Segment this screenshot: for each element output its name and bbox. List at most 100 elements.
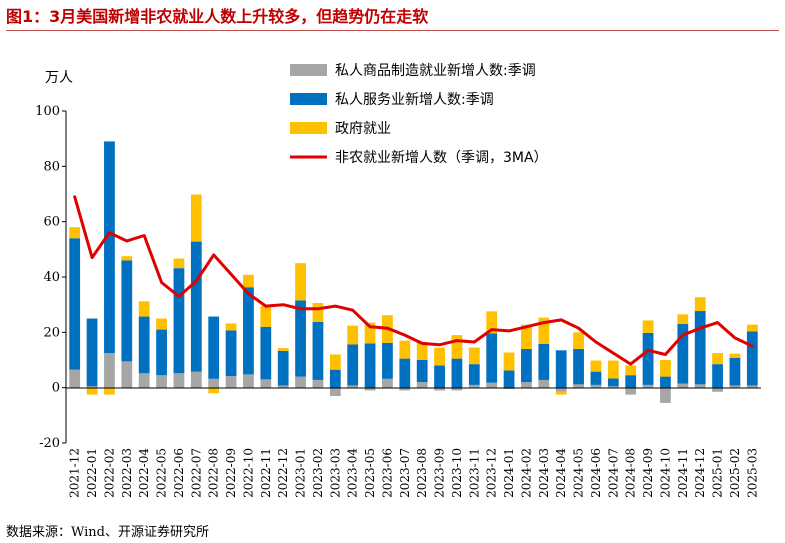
- x-tick-label: 2024-06: [589, 448, 603, 498]
- bar-series0-2023-02: [312, 379, 324, 388]
- bar-series2-2024-03: [538, 317, 550, 344]
- bar-series1-2024-07: [607, 378, 619, 387]
- x-tick-label: 2022-03: [120, 448, 134, 498]
- x-tick-label: 2023-01: [294, 448, 308, 498]
- bar-series2-2022-12: [277, 348, 289, 351]
- bar-series1-2023-08: [416, 360, 428, 383]
- bar-series2-2022-02: [104, 387, 115, 395]
- bar-series0-2024-11: [677, 383, 689, 388]
- bar-series0-2023-06: [382, 378, 393, 388]
- bar-series0-2023-04: [347, 385, 359, 388]
- x-tick-label: 2024-08: [624, 448, 638, 498]
- bar-series0-2025-01: [712, 387, 723, 392]
- bar-series0-2022-07: [190, 371, 202, 388]
- y-tick-label: 60: [43, 215, 60, 230]
- data-source: 数据来源：Wind、开源证券研究所: [6, 525, 209, 540]
- x-tick-label: 2023-07: [398, 448, 412, 498]
- bar-series0-2023-09: [434, 387, 445, 391]
- y-tick-label: 100: [35, 104, 60, 119]
- bar-series2-2023-08: [416, 342, 428, 360]
- bar-series1-2022-05: [156, 329, 167, 376]
- title-divider: [6, 30, 779, 31]
- bar-series1-2022-06: [173, 268, 185, 374]
- bar-series1-2024-10: [660, 376, 671, 388]
- bar-series2-2024-08: [625, 365, 637, 376]
- bar-series1-2022-01: [86, 318, 98, 387]
- bar-series1-2024-05: [573, 348, 584, 385]
- bar-series2-2024-11: [677, 314, 689, 325]
- bar-series1-2024-06: [590, 371, 602, 385]
- bar-series1-2022-11: [260, 326, 272, 380]
- bar-series0-2022-10: [243, 374, 254, 388]
- bar-series2-2024-02: [521, 324, 532, 349]
- x-tick-label: 2022-08: [207, 448, 221, 498]
- bar-series0-2024-04: [555, 387, 567, 392]
- bar-series0-2022-05: [156, 375, 167, 388]
- bar-series0-2024-06: [590, 384, 602, 388]
- bar-series2-2025-03: [746, 324, 758, 332]
- bar-series0-2024-05: [573, 384, 584, 388]
- bar-series1-2022-03: [121, 260, 133, 362]
- bar-series2-2022-06: [173, 258, 185, 269]
- bar-series0-2022-02: [104, 353, 115, 388]
- bar-series1-2023-02: [312, 321, 324, 380]
- bar-series0-2024-08: [625, 387, 637, 395]
- bar-series2-2022-07: [190, 194, 202, 242]
- bar-series0-2022-01: [86, 386, 98, 388]
- bar-series0-2023-08: [416, 382, 428, 388]
- bar-series2-2023-12: [486, 311, 498, 334]
- y-tick-label: 40: [43, 270, 60, 285]
- bar-series1-2024-12: [694, 311, 706, 385]
- x-tick-label: 2022-05: [155, 448, 169, 498]
- bar-series2-2024-01: [503, 352, 515, 371]
- bar-series0-2022-11: [260, 379, 272, 388]
- bar-series0-2022-08: [208, 378, 220, 388]
- bar-series2-2022-11: [260, 306, 272, 327]
- bar-series1-2021-12: [69, 238, 81, 370]
- bar-series1-2024-02: [521, 348, 532, 383]
- bar-series0-2024-09: [642, 384, 654, 388]
- y-axis: -20 0 20 40 60 80 100: [35, 104, 66, 451]
- y-tick-label: 20: [43, 325, 60, 340]
- y-tick-label: -20: [39, 436, 60, 451]
- bar-series0-2023-10: [451, 387, 463, 391]
- bar-series2-2021-12: [69, 227, 81, 239]
- bar-series0-2024-02: [521, 382, 532, 388]
- bar-series2-2024-09: [642, 320, 654, 333]
- x-tick-label: 2024-12: [693, 448, 707, 498]
- x-tick-label: 2024-07: [606, 448, 620, 498]
- bar-series1-2025-02: [729, 357, 741, 386]
- bar-series0-2023-05: [364, 387, 376, 391]
- bar-series2-2022-04: [138, 301, 150, 317]
- x-tick-label: 2024-10: [658, 448, 672, 498]
- x-tick-label: 2022-01: [85, 448, 99, 498]
- x-axis-ticks: 2021-12 2022-01 2022-02 2022-03 2022-04 2022-…: [68, 448, 760, 498]
- x-tick-label: 2023-10: [450, 448, 464, 498]
- bar-series2-2023-07: [399, 340, 411, 359]
- x-tick-label: 2023-03: [328, 448, 342, 498]
- x-tick-label: 2025-01: [711, 448, 725, 498]
- bar-series1-2022-09: [225, 330, 237, 377]
- bar-series2-2025-01: [712, 353, 723, 365]
- bar-series1-2023-10: [451, 358, 463, 388]
- bar-series1-2024-09: [642, 332, 654, 385]
- bar-series0-2025-02: [729, 385, 741, 388]
- bar-series2-2024-12: [694, 297, 706, 312]
- bar-series2-2024-04: [555, 391, 567, 395]
- bar-series0-2021-12: [69, 369, 81, 388]
- bar-series2-2022-08: [208, 387, 220, 394]
- x-tick-label: 2022-04: [137, 448, 151, 498]
- bar-series1-2023-05: [364, 343, 376, 388]
- x-tick-label: 2022-06: [172, 448, 186, 498]
- bar-series0-2024-10: [660, 387, 671, 403]
- bar-series1-2022-02: [104, 141, 115, 354]
- bar-series1-2024-11: [677, 324, 689, 384]
- bar-series1-2022-07: [190, 241, 202, 372]
- bar-series0-2022-12: [277, 385, 289, 388]
- legend-swatch-2: [290, 122, 327, 134]
- x-tick-label: 2024-11: [676, 448, 690, 498]
- bars-layer: [69, 141, 758, 403]
- x-tick-label: 2022-09: [224, 448, 238, 498]
- bar-series0-2023-01: [295, 376, 306, 388]
- bar-series0-2022-03: [121, 361, 133, 388]
